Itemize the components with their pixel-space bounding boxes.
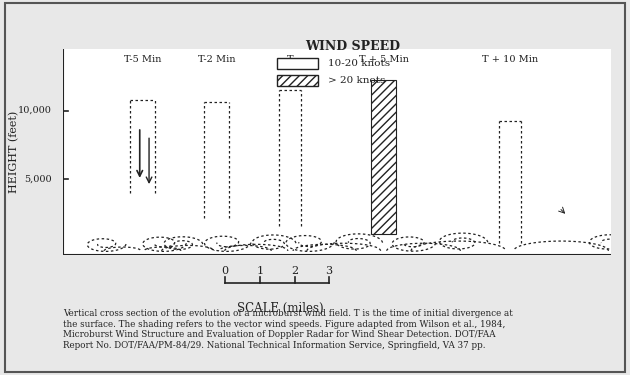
Text: HEIGHT (feet): HEIGHT (feet)	[9, 111, 19, 193]
Text: 1: 1	[256, 266, 263, 276]
Text: 0: 0	[222, 266, 229, 276]
Text: 3: 3	[326, 266, 333, 276]
Text: 10-20 knots: 10-20 knots	[328, 59, 390, 68]
Text: Vertical cross section of the evolution of a microburst wind field. T is the tim: Vertical cross section of the evolution …	[63, 309, 513, 350]
Text: 10,000: 10,000	[18, 106, 52, 115]
Text: 2: 2	[291, 266, 298, 276]
Text: T + 5 Min: T + 5 Min	[358, 55, 409, 64]
Text: T-5 Min: T-5 Min	[123, 55, 161, 64]
Text: T + 10 Min: T + 10 Min	[482, 55, 538, 64]
Text: T: T	[287, 55, 294, 64]
Text: 5,000: 5,000	[25, 174, 52, 183]
Text: SCALE (miles): SCALE (miles)	[237, 302, 324, 315]
Text: T-2 Min: T-2 Min	[198, 55, 235, 64]
Text: > 20 knots: > 20 knots	[328, 76, 385, 85]
Text: WIND SPEED: WIND SPEED	[306, 40, 400, 53]
Bar	[371, 80, 396, 234]
